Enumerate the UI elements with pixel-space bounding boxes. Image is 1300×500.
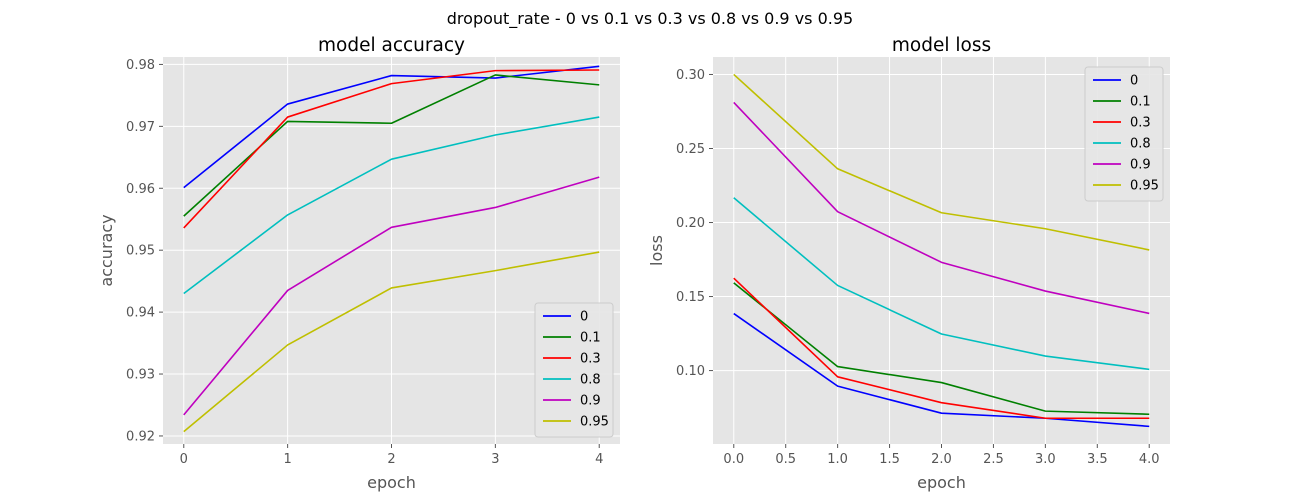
loss-series-lines — [733, 73, 1150, 428]
accuracy-y-axis-label: accuracy — [97, 214, 116, 286]
accuracy-series-line-0-8 — [183, 116, 600, 295]
accuracy-x-axis-label: epoch — [367, 473, 416, 492]
accuracy-y-tick-label: 0.97 — [126, 120, 155, 135]
loss-x-tick-label: 1.5 — [879, 452, 900, 467]
loss-y-tick-label: 0.10 — [676, 364, 705, 379]
accuracy-y-tick-label: 0.92 — [126, 429, 155, 444]
accuracy-y-ticks: 0.92 0.93 0.94 0.95 0.96 0.97 0.98 — [126, 58, 163, 444]
accuracy-legend: 0 0.1 0.3 0.8 0.9 0.95 — [534, 302, 614, 438]
loss-y-tick-label: 0.25 — [676, 142, 705, 157]
loss-y-tick-label: 0.20 — [676, 216, 705, 231]
accuracy-series-line-0-95 — [183, 251, 600, 433]
loss-legend-label: 0.9 — [1130, 158, 1151, 173]
loss-legend-label: 0.3 — [1130, 116, 1151, 131]
accuracy-legend-label: 0.95 — [580, 415, 609, 430]
loss-legend-label: 0.8 — [1130, 137, 1151, 152]
loss-y-tick-label: 0.30 — [676, 68, 705, 83]
accuracy-chart: 0 1 2 3 4 0.92 0.93 0.94 0.95 0.96 0.97 0.98 model… — [97, 35, 620, 492]
loss-series-line-0-1 — [733, 282, 1150, 416]
accuracy-x-tick-label: 2 — [387, 452, 395, 467]
loss-legend: 0 0.1 0.3 0.8 0.9 0.95 — [1084, 66, 1164, 202]
accuracy-y-tick-label: 0.95 — [126, 244, 155, 259]
loss-legend-label: 0 — [1130, 74, 1138, 89]
loss-x-tick-label: 4.0 — [1139, 452, 1160, 467]
accuracy-series-line-0-9 — [183, 176, 600, 416]
accuracy-legend-label: 0.8 — [580, 373, 601, 388]
loss-x-axis-label: epoch — [917, 473, 966, 492]
loss-series-line-0-8 — [733, 197, 1150, 371]
loss-x-tick-label: 0.5 — [775, 452, 796, 467]
accuracy-series-lines — [183, 65, 600, 433]
loss-series-line-0-3 — [733, 277, 1150, 420]
figure-suptitle: dropout_rate - 0 vs 0.1 vs 0.3 vs 0.8 vs… — [447, 9, 853, 29]
accuracy-y-tick-label: 0.98 — [126, 58, 155, 73]
loss-x-tick-label: 3.5 — [1087, 452, 1108, 467]
accuracy-legend-label: 0 — [580, 310, 588, 325]
loss-chart: 0.0 0.5 1.0 1.5 2.0 2.5 3.0 3.5 4.0 0.100.150.20… — [647, 35, 1170, 492]
accuracy-y-tick-label: 0.94 — [126, 306, 155, 321]
loss-x-tick-label: 2.0 — [931, 452, 952, 467]
accuracy-legend-label: 0.3 — [580, 352, 601, 367]
accuracy-y-tick-label: 0.93 — [126, 368, 155, 383]
accuracy-x-tick-label: 0 — [180, 452, 188, 467]
accuracy-chart-title: model accuracy — [318, 35, 465, 56]
loss-legend-label: 0.1 — [1130, 95, 1151, 110]
loss-x-tick-label: 2.5 — [983, 452, 1004, 467]
loss-series-line-0-95 — [733, 73, 1150, 251]
accuracy-x-tick-label: 3 — [491, 452, 499, 467]
accuracy-series-line-0 — [183, 65, 600, 189]
accuracy-x-tick-label: 4 — [595, 452, 603, 467]
accuracy-x-ticks: 0 1 2 3 4 — [180, 444, 603, 467]
loss-y-axis-label: loss — [647, 235, 666, 266]
loss-x-tick-label: 3.0 — [1035, 452, 1056, 467]
accuracy-series-line-0-3 — [183, 69, 600, 229]
loss-x-tick-label: 1.0 — [827, 452, 848, 467]
loss-y-ticks: 0.10 0.15 0.20 0.25 0.30 — [676, 68, 713, 379]
loss-x-tick-label: 0.0 — [723, 452, 744, 467]
loss-series-line-0-9 — [733, 101, 1150, 315]
accuracy-y-tick-label: 0.96 — [126, 182, 155, 197]
accuracy-legend-label: 0.1 — [580, 331, 601, 346]
loss-x-ticks: 0.0 0.5 1.0 1.5 2.0 2.5 3.0 3.5 4.0 — [723, 444, 1160, 467]
loss-y-tick-label: 0.15 — [676, 290, 705, 305]
accuracy-x-tick-label: 1 — [283, 452, 291, 467]
loss-legend-label: 0.95 — [1130, 179, 1159, 194]
accuracy-legend-label: 0.9 — [580, 394, 601, 409]
loss-chart-title: model loss — [892, 35, 991, 56]
loss-series-line-0 — [733, 312, 1150, 428]
